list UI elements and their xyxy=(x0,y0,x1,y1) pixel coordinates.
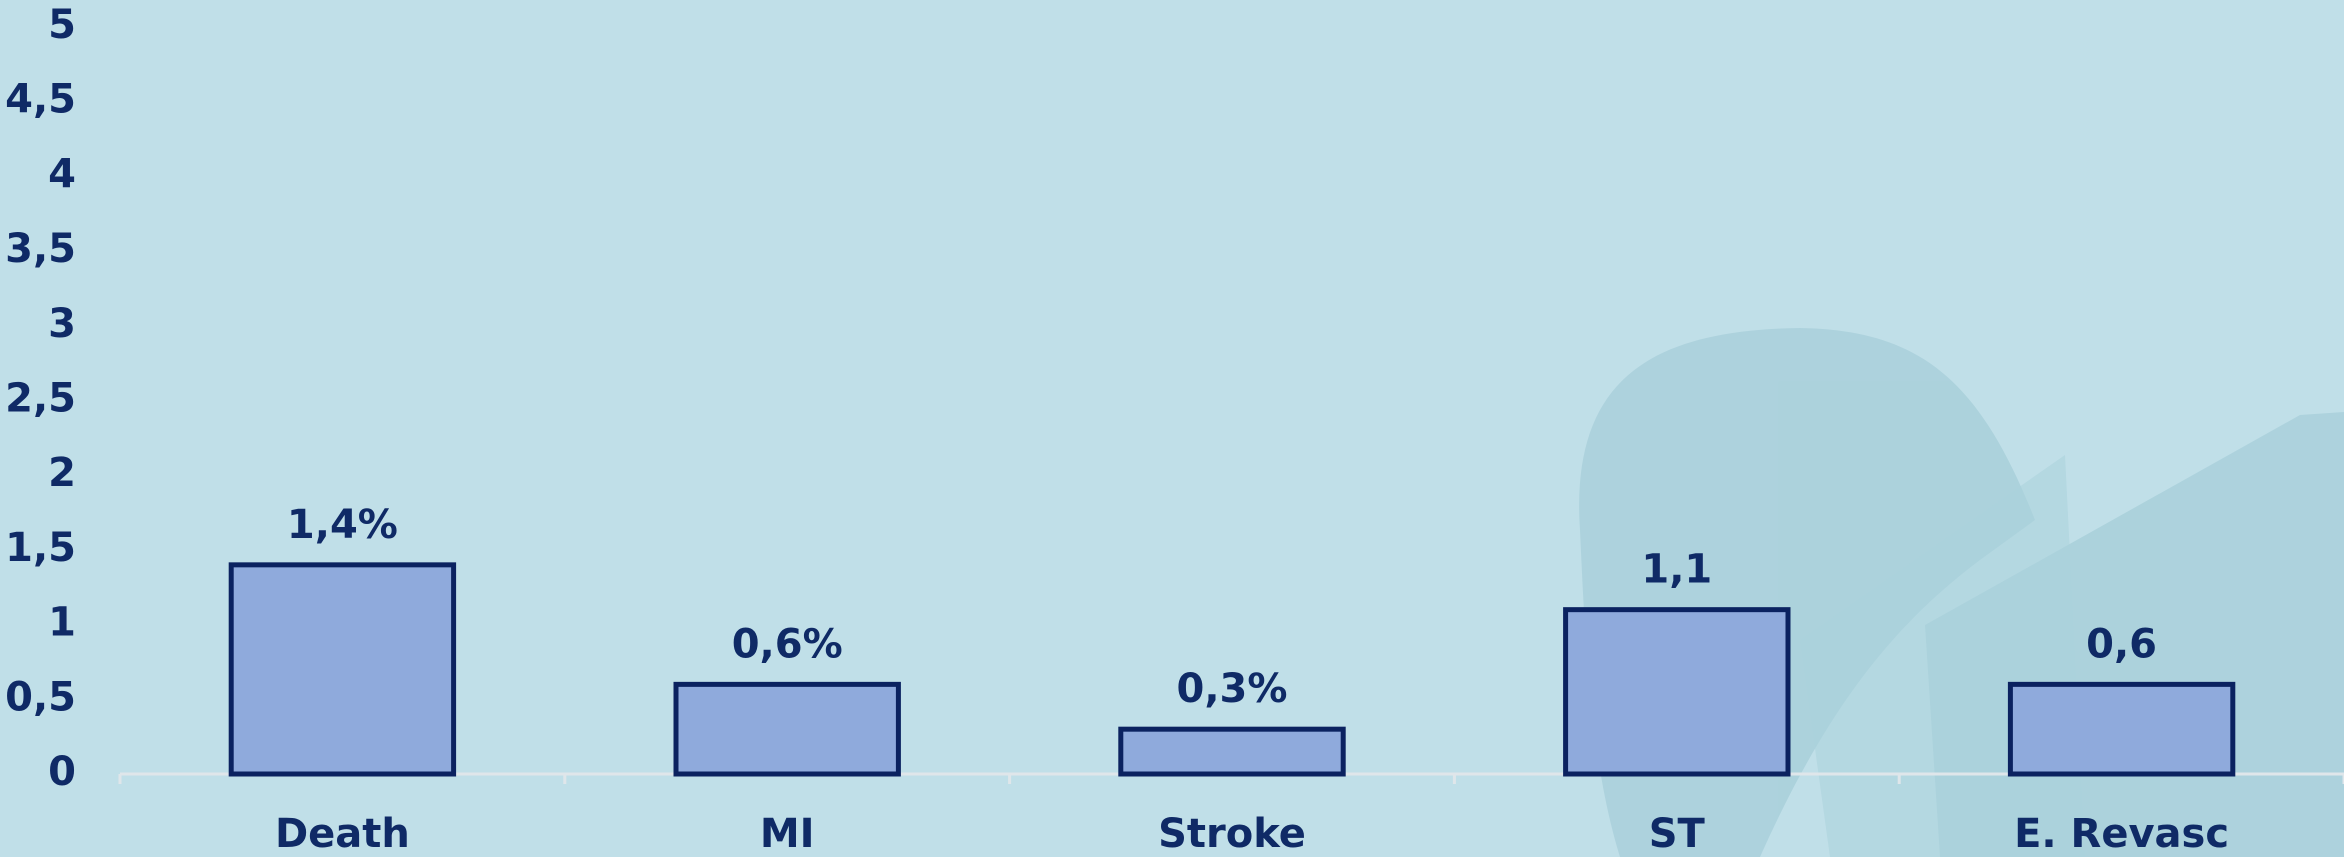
y-tick-label: 1 xyxy=(48,600,76,646)
bar xyxy=(676,684,898,774)
bar xyxy=(231,565,453,774)
x-tick-label: E. Revasc xyxy=(2014,811,2229,857)
y-tick-label: 0,5 xyxy=(5,674,76,720)
bar xyxy=(1566,610,1788,774)
x-tick-label: Death xyxy=(275,811,410,857)
y-tick-label: 1,5 xyxy=(5,525,76,571)
y-tick-label: 3,5 xyxy=(5,226,76,272)
y-tick-label: 0 xyxy=(48,749,76,795)
y-tick-label: 2 xyxy=(48,450,76,496)
y-tick-label: 5 xyxy=(48,2,76,48)
value-label: 1,4% xyxy=(287,502,398,548)
y-tick-label: 3 xyxy=(48,301,76,347)
x-tick-label: ST xyxy=(1649,811,1706,857)
y-tick-label: 4 xyxy=(48,151,76,197)
value-label: 0,6 xyxy=(2086,621,2157,667)
value-label: 0,3% xyxy=(1177,666,1288,712)
value-label: 1,1 xyxy=(1641,547,1712,593)
y-tick-label: 2,5 xyxy=(5,376,76,422)
bar xyxy=(1121,729,1343,774)
x-tick-label: Stroke xyxy=(1158,811,1306,857)
value-label: 0,6% xyxy=(732,621,843,667)
y-tick-label: 4,5 xyxy=(5,77,76,123)
x-tick-label: MI xyxy=(760,811,815,857)
chart: 0 0,5 1 1,5 2 2,5 3 3,5 4 4,5 5 Death 1,4% MI 0,6% Stro… xyxy=(0,0,2344,857)
bar xyxy=(2010,684,2232,774)
page: 0 0,5 1 1,5 2 2,5 3 3,5 4 4,5 5 Death 1,4% MI 0,6% Stro… xyxy=(0,0,2344,857)
